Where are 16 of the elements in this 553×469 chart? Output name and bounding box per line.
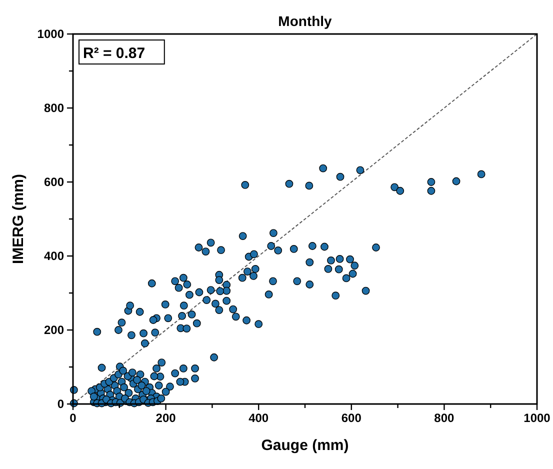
y-tick-label: 1000 — [37, 27, 64, 41]
y-axis-title: IMERG (mm) — [10, 174, 27, 264]
x-tick-label: 0 — [70, 411, 77, 425]
y-tick-label: 400 — [44, 249, 64, 263]
x-tick-label: 400 — [248, 411, 269, 425]
x-axis-title: Gauge (mm) — [261, 437, 349, 454]
x-tick-label: 200 — [156, 411, 176, 425]
y-tick-label: 800 — [44, 101, 64, 115]
y-tick-label: 200 — [44, 323, 64, 337]
x-tick-label: 1000 — [524, 411, 551, 425]
annotation: R² = 0.87 — [83, 45, 146, 62]
x-tick-label: 600 — [341, 411, 362, 425]
y-tick-label: 600 — [44, 175, 64, 189]
x-tick-label: 800 — [434, 411, 455, 425]
chart-title: Monthly — [278, 13, 332, 29]
y-tick-label: 0 — [57, 397, 64, 411]
